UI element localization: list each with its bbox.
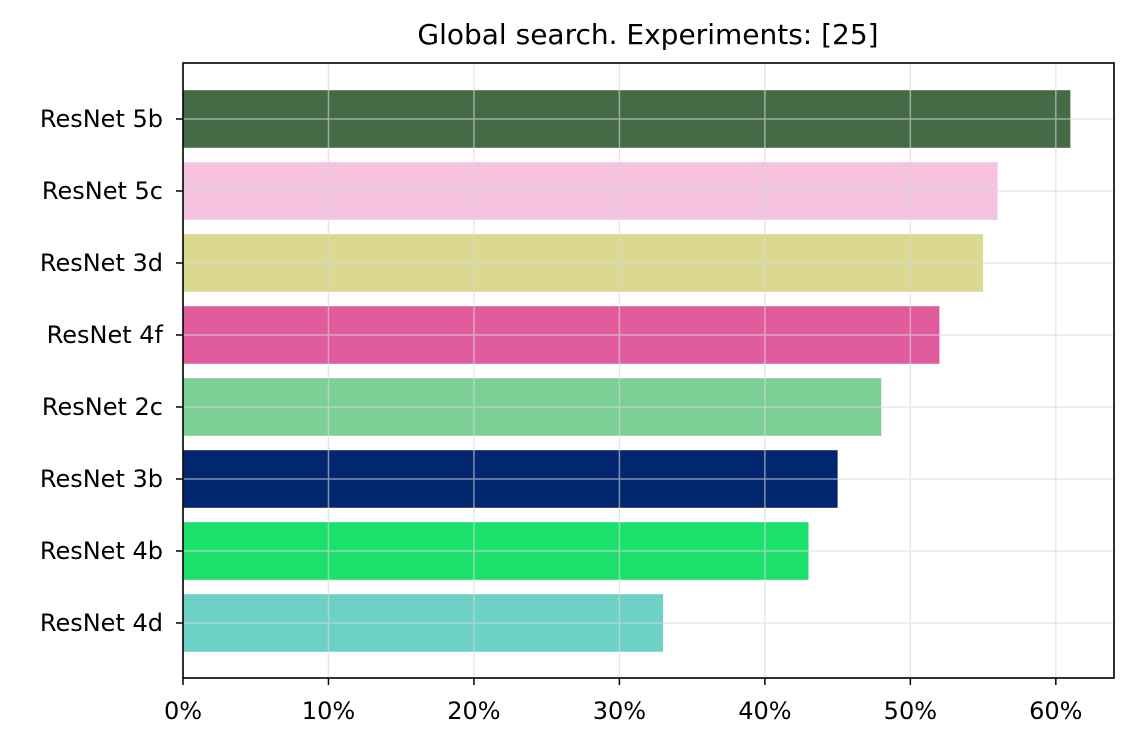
plot-frame — [182, 62, 1115, 679]
y-tick-label: ResNet 5b — [40, 105, 163, 133]
y-tick-label: ResNet 4b — [40, 537, 163, 565]
grid — [182, 63, 1114, 678]
x-tick-label: 40% — [738, 697, 791, 725]
x-tick-label: 50% — [884, 697, 937, 725]
y-tick-label: ResNet 3b — [40, 465, 163, 493]
x-tick-label: 60% — [1029, 697, 1082, 725]
y-axis: ResNet 5b ResNet 5c ResNet 3d ResNet 4f ResN… — [40, 105, 183, 637]
chart-title: Global search. Experiments: [25] — [417, 18, 878, 51]
y-tick-label: ResNet 5c — [42, 177, 163, 205]
bars — [183, 90, 1071, 652]
x-tick-label: 30% — [593, 697, 646, 725]
x-axis: 0% 10% 20% 30% 40% 50% 60% — [164, 678, 1082, 725]
x-tick-label: 20% — [447, 697, 500, 725]
y-tick-label: ResNet 4d — [40, 609, 163, 637]
y-tick-label: ResNet 2c — [42, 393, 163, 421]
y-tick-label: ResNet 3d — [40, 249, 163, 277]
y-tick-label: ResNet 4f — [47, 321, 164, 349]
x-tick-label: 0% — [164, 697, 202, 725]
x-tick-label: 10% — [302, 697, 355, 725]
